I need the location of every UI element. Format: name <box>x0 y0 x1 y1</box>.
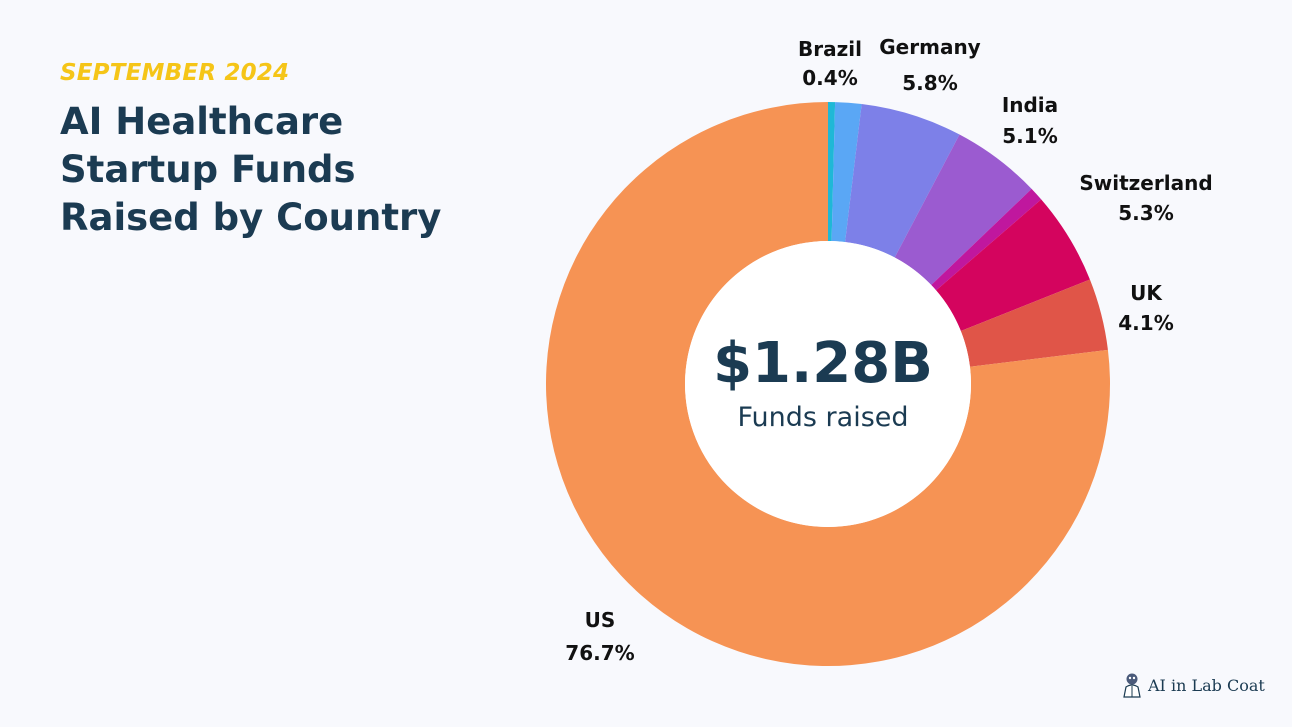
title-line-1: AI Healthcare <box>60 100 344 143</box>
slice-percent-us: 76.7% <box>565 641 634 665</box>
slice-percent-germany: 5.8% <box>902 71 957 95</box>
slice-india <box>894 134 1032 286</box>
slice-name-uk: UK <box>1130 281 1163 305</box>
slice-label-india: India 5.1% <box>1002 93 1058 148</box>
scientist-icon <box>1122 672 1142 698</box>
slice-label-us: US 76.7% <box>565 608 634 665</box>
slice-name-us: US <box>585 608 616 632</box>
donut-hole <box>685 241 971 527</box>
donut-slices <box>545 101 1110 666</box>
slice-percent-brazil: 0.4% <box>802 66 857 90</box>
title-line-3: Raised by Country <box>60 196 442 239</box>
slice-other1 <box>831 102 862 243</box>
slice-us <box>545 101 1110 666</box>
slice-name-germany: Germany <box>879 35 980 59</box>
slice-germany <box>845 104 960 258</box>
slice-percent-switzerland: 5.3% <box>1118 201 1173 225</box>
date-eyebrow: SEPTEMBER 2024 <box>60 60 290 86</box>
slice-percent-uk: 4.1% <box>1118 311 1173 335</box>
slice-label-uk: UK 4.1% <box>1118 281 1173 335</box>
brand-name: AI in Lab Coat <box>1148 675 1265 695</box>
slice-name-switzerland: Switzerland <box>1079 171 1212 195</box>
slice-brazil <box>828 102 836 242</box>
center-value: $1.28B <box>713 331 933 396</box>
slice-label-germany: Germany 5.8% <box>879 35 980 95</box>
center-label: Funds raised <box>737 402 908 433</box>
title-line-2: Startup Funds <box>60 148 356 191</box>
slice-percent-india: 5.1% <box>1002 124 1057 148</box>
slice-label-switzerland: Switzerland 5.3% <box>1079 171 1212 225</box>
slice-switzerland <box>936 199 1090 331</box>
slice-label-brazil: Brazil 0.4% <box>798 37 862 90</box>
slice-other2 <box>931 188 1042 291</box>
page-title: AI Healthcare Startup Funds Raised by Co… <box>60 98 500 242</box>
slice-name-brazil: Brazil <box>798 37 862 61</box>
slice-name-india: India <box>1002 93 1058 117</box>
brand-logo: AI in Lab Coat <box>1122 672 1265 698</box>
slice-uk <box>960 279 1108 367</box>
